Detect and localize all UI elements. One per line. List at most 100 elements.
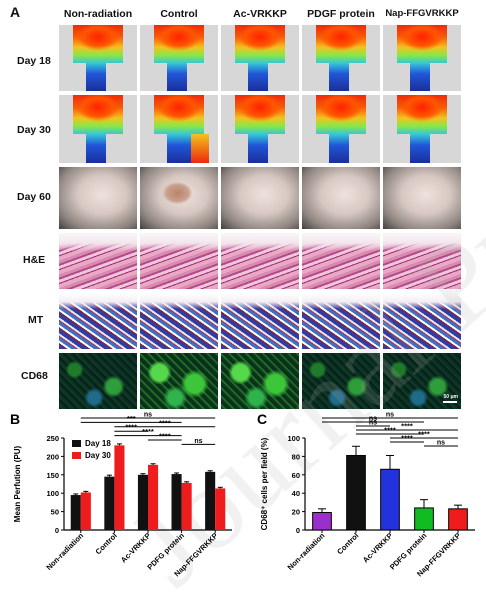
row-label-day-60: Day 60	[17, 191, 51, 203]
significance-label: ****	[418, 430, 430, 439]
bar-control	[346, 454, 366, 531]
y-tick-label: 250	[46, 434, 59, 443]
perfusion-image-day18-non-radiation	[59, 25, 137, 91]
x-tick-label-non-radiation: Non-radiation	[44, 531, 85, 572]
x-tick-label-control: Control	[94, 531, 119, 556]
scale-bar	[443, 401, 457, 403]
significance-label: ns	[369, 420, 377, 427]
cd68-stain-nap-ffgvrkkp: 50 μm	[383, 353, 461, 409]
bar-day-30-nap-ffgvrkkp	[215, 488, 226, 530]
chart-c: C 0 20 40 60 80 100 CD68⁺ cells per field (%) No…	[257, 411, 475, 578]
bar-day-18-ac-vrkkp	[137, 474, 148, 530]
photo-day60-control	[140, 167, 218, 229]
y-axis-label: CD68⁺ cells per field (%)	[260, 437, 269, 530]
photo-day60-non-radiation	[59, 167, 137, 229]
mt-stain-control	[140, 293, 218, 349]
bar-day-18-pdfg-protein	[171, 474, 182, 530]
significance-label: ns	[369, 416, 377, 423]
significance-label: ****	[401, 422, 413, 431]
bar-day-18-nap-ffgvrkkp	[205, 471, 216, 530]
y-tick-label: 0	[55, 526, 59, 535]
cd68-stain-control	[140, 353, 218, 409]
perfusion-image-day18-control	[140, 25, 218, 91]
cd68-stain-non-radiation	[59, 353, 137, 409]
row-label-day-30: Day 30	[17, 124, 51, 136]
column-header-non-radiation: Non-radiation	[63, 8, 133, 20]
row-label-he: H&E	[23, 254, 46, 266]
perfusion-image-day30-control	[140, 95, 218, 163]
legend-swatch-day-30	[72, 452, 81, 459]
x-tick-label-non-radiation: Non-radiation	[286, 531, 327, 572]
significance-label: ****	[159, 418, 171, 427]
significance-label: ns	[144, 412, 152, 419]
panel-letter: B	[10, 411, 20, 427]
y-tick-label: 50	[51, 508, 59, 517]
mt-stain-ac-vrkkp	[221, 293, 299, 349]
column-header-control: Control	[160, 8, 198, 20]
bar-ac-vrkkp	[380, 468, 400, 531]
he-stain-ac-vrkkp	[221, 233, 299, 289]
he-stain-nap-ffgvrkkp	[383, 233, 461, 289]
scale-bar-label: 50 μm	[443, 394, 458, 400]
significance-label: ****	[125, 423, 137, 432]
perfusion-image-day30-non-radiation	[59, 95, 137, 163]
significance-label: ****	[142, 427, 154, 436]
bar-day-30-pdfg-protein	[181, 482, 192, 530]
perfusion-image-day18-ac-vrkkp	[221, 25, 299, 91]
legend-swatch-day-18	[72, 440, 81, 447]
bar-day-30-control	[114, 445, 125, 530]
bar-day-30-non-radiation	[80, 492, 91, 530]
bar-non-radiation	[312, 512, 332, 531]
significance-label: ****	[384, 426, 396, 435]
x-tick-label-ac-vrkkp: Ac-VRKKP	[119, 531, 152, 564]
perfusion-image-day30-nap-ffgvrkkp	[383, 95, 461, 163]
y-tick-label: 200	[46, 452, 59, 461]
significance-label: ***	[127, 414, 136, 423]
row-label-day-18: Day 18	[17, 55, 51, 67]
photo-day60-pdgf-protein	[302, 167, 380, 229]
bar-day-30-ac-vrkkp	[148, 464, 159, 530]
significance-label: ****	[401, 434, 413, 443]
panel-letter: C	[257, 411, 267, 427]
significance-label: ns	[437, 440, 445, 447]
cd68-stain-pdgf-protein	[302, 353, 380, 409]
perfusion-image-day30-pdgf-protein	[302, 95, 380, 163]
significance-label: ns	[194, 438, 202, 445]
column-header-nap-ffgvrkkp: Nap-FFGVRKKP	[385, 8, 459, 19]
panel-a-letter: A	[10, 4, 21, 20]
legend-label-day-30: Day 30	[85, 451, 111, 460]
photo-day60-nap-ffgvrkkp	[383, 167, 461, 229]
row-label-mt: MT	[28, 314, 44, 326]
chart-b: B 0 50 100 150 200 250 Mean Perfution (PU) Non-r…	[10, 411, 232, 578]
column-header-pdgf-protein: PDGF protein	[307, 8, 375, 20]
mt-stain-non-radiation	[59, 293, 137, 349]
he-stain-control	[140, 233, 218, 289]
photo-day60-ac-vrkkp	[221, 167, 299, 229]
bar-day-18-control	[104, 476, 115, 530]
significance-label: ns	[386, 412, 394, 419]
row-label-cd68: CD68	[21, 370, 48, 382]
y-axis-label: Mean Perfution (PU)	[13, 445, 22, 522]
y-tick-label: 150	[46, 471, 59, 480]
legend-label-day-18: Day 18	[85, 439, 111, 448]
y-tick-label: 0	[296, 526, 300, 535]
perfusion-image-day18-nap-ffgvrkkp	[383, 25, 461, 91]
bar-day-18-non-radiation	[70, 495, 81, 530]
perfusion-image-day30-ac-vrkkp	[221, 95, 299, 163]
y-tick-label: 100	[46, 489, 59, 498]
x-tick-label-ac-vrkkp: Ac-VRKKP	[361, 531, 394, 564]
perfusion-image-day18-pdgf-protein	[302, 25, 380, 91]
column-header-ac-vrkkp: Ac-VRKKP	[233, 8, 287, 20]
y-tick-label: 80	[292, 452, 300, 461]
y-tick-label: 20	[292, 508, 300, 517]
y-tick-label: 60	[292, 471, 300, 480]
mt-stain-pdgf-protein	[302, 293, 380, 349]
significance-label: ****	[159, 432, 171, 441]
bar-pdfg-protein	[414, 507, 434, 531]
bar-nap-ffgvrkkp	[448, 508, 468, 531]
he-stain-non-radiation	[59, 233, 137, 289]
he-stain-pdgf-protein	[302, 233, 380, 289]
x-tick-label-control: Control	[335, 531, 360, 556]
cd68-stain-ac-vrkkp	[221, 353, 299, 409]
y-tick-label: 40	[292, 489, 300, 498]
